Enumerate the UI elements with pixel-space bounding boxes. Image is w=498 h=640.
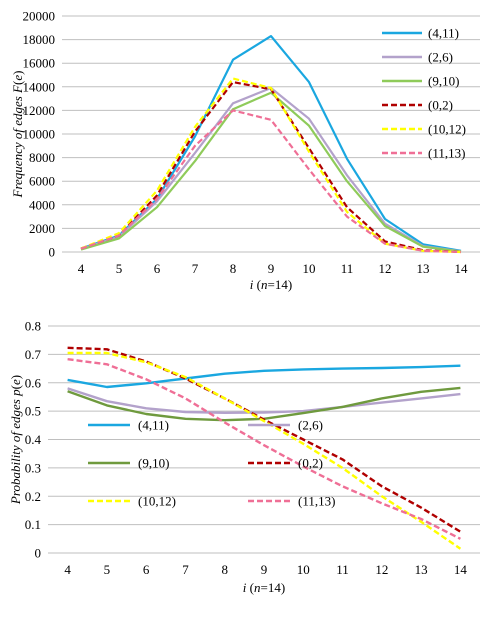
x-axis-title: i (n=14) [243, 580, 285, 595]
legend-item: (4,11) [88, 418, 169, 433]
y-tick-label: 0.8 [25, 319, 41, 334]
y-tick-label: 2000 [29, 221, 55, 236]
y-tick-label: 0 [49, 245, 56, 260]
legend-label: (2,6) [298, 418, 323, 433]
y-tick-label: 4000 [29, 197, 55, 212]
legend-label: (0,2) [298, 456, 323, 471]
y-tick-label: 0.2 [25, 489, 41, 504]
y-tick-label: 0.4 [25, 432, 42, 447]
series-line [80, 91, 462, 253]
legend-label: (9,10) [428, 74, 459, 89]
x-tick-label: 7 [182, 562, 189, 577]
legend-item: (2,6) [248, 418, 323, 433]
legend-label: (10,12) [428, 122, 466, 137]
legend-label: (11,13) [298, 494, 335, 509]
x-tick-label: 10 [297, 562, 310, 577]
legend: (4,11) (2,6) (9,10) (0,2) (10,12) (11,13) [382, 26, 466, 161]
y-tick-label: 0.6 [25, 375, 42, 390]
x-tick-label: 11 [336, 562, 349, 577]
legend: (4,11) (2,6) (9,10) (0,2) (10,12) (11,13) [88, 418, 335, 509]
frequency-chart: 0 2000 4000 6000 8000 10000 12000 14000 16000 180… [10, 9, 480, 292]
y-axis-title: Probability of edges p(e) [8, 375, 23, 505]
x-tick-label: 6 [154, 261, 161, 276]
y-tick-label: 8000 [29, 150, 55, 165]
series-line [80, 109, 462, 254]
x-tick-label: 4 [78, 261, 85, 276]
legend-item: (0,2) [248, 456, 323, 471]
y-tick-label: 18000 [23, 32, 56, 47]
legend-label: (10,12) [138, 494, 176, 509]
legend-item: (9,10) [382, 74, 459, 89]
series-line [67, 346, 462, 533]
x-tick-label: 13 [417, 261, 430, 276]
y-tick-label: 16000 [23, 56, 56, 71]
x-tick-label: 12 [379, 261, 392, 276]
x-tick-label: 10 [303, 261, 316, 276]
y-axis-title: Frequency of edges F(e) [10, 71, 25, 199]
x-tick-label: 5 [104, 562, 111, 577]
series-line [67, 358, 461, 540]
x-tick-label: 5 [116, 261, 123, 276]
legend-label: (4,11) [428, 26, 459, 41]
y-tick-label: 10000 [23, 127, 56, 142]
legend-item: (4,11) [382, 26, 459, 41]
legend-label: (11,13) [428, 146, 465, 161]
x-tick-label: 13 [415, 562, 428, 577]
x-tick-label: 12 [375, 562, 388, 577]
series-line [67, 351, 462, 550]
legend-item: (9,10) [88, 456, 169, 471]
series-line [80, 86, 462, 253]
x-tick-label: 8 [230, 261, 237, 276]
y-tick-label: 14000 [23, 79, 56, 94]
series-line [80, 80, 462, 254]
legend-item: (10,12) [382, 122, 466, 137]
x-tick-label: 9 [261, 562, 268, 577]
y-tick-label: 6000 [29, 174, 55, 189]
legend-label: (0,2) [428, 98, 453, 113]
x-tick-label: 6 [143, 562, 150, 577]
legend-item: (2,6) [382, 50, 453, 65]
y-tick-label: 12000 [23, 103, 56, 118]
x-tick-label: 11 [341, 261, 354, 276]
x-tick-label: 8 [221, 562, 228, 577]
legend-item: (11,13) [382, 146, 465, 161]
legend-item: (10,12) [88, 494, 176, 509]
x-tick-label: 4 [64, 562, 71, 577]
y-tick-label: 0.7 [25, 347, 42, 362]
legend-label: (9,10) [138, 456, 169, 471]
legend-item: (0,2) [382, 98, 453, 113]
y-tick-label: 0.1 [25, 517, 41, 532]
series-line [67, 364, 461, 389]
x-tick-label: 14 [455, 261, 469, 276]
y-tick-label: 0.5 [25, 404, 41, 419]
x-axis-title: i (n=14) [250, 277, 292, 292]
x-tick-label: 7 [192, 261, 199, 276]
x-tick-label: 14 [454, 562, 468, 577]
y-tick-label: 0 [35, 546, 42, 561]
legend-item: (11,13) [248, 494, 335, 509]
legend-label: (4,11) [138, 418, 169, 433]
legend-label: (2,6) [428, 50, 453, 65]
y-tick-label: 0.3 [25, 460, 41, 475]
series-line [67, 387, 461, 414]
y-tick-label: 20000 [23, 9, 56, 24]
probability-chart: 0 0.1 0.2 0.3 0.4 0.5 0.6 0.7 0.8 4 5 6 7 8 9 10 11 12 13 1… [8, 319, 480, 595]
x-tick-label: 9 [268, 261, 275, 276]
